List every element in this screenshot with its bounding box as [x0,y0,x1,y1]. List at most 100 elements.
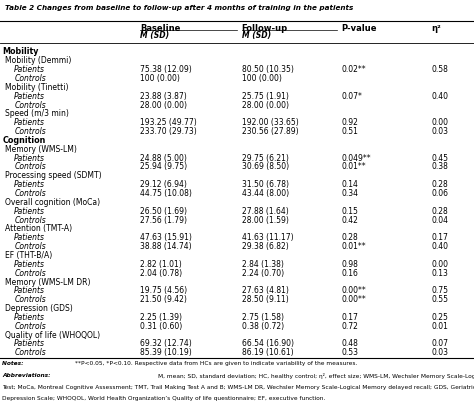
Text: 0.17: 0.17 [341,313,358,322]
Text: 0.34: 0.34 [341,189,358,198]
Text: 28.00 (0.00): 28.00 (0.00) [242,100,289,109]
Text: M (SD): M (SD) [242,31,271,40]
Text: Patients: Patients [14,92,45,101]
Text: 38.88 (14.74): 38.88 (14.74) [140,242,191,251]
Text: 66.54 (16.90): 66.54 (16.90) [242,339,294,349]
Text: 44.75 (10.08): 44.75 (10.08) [140,189,191,198]
Text: 0.13: 0.13 [431,269,448,278]
Text: 31.50 (6.78): 31.50 (6.78) [242,180,289,189]
Text: 25.75 (1.91): 25.75 (1.91) [242,92,289,101]
Text: Quality of life (WHOQOL): Quality of life (WHOQOL) [5,331,100,339]
Text: 86.19 (10.61): 86.19 (10.61) [242,348,293,357]
Text: 69.32 (12.74): 69.32 (12.74) [140,339,191,349]
Text: 100 (0.00): 100 (0.00) [242,74,282,83]
Text: 26.50 (1.69): 26.50 (1.69) [140,207,187,216]
Text: Depression (GDS): Depression (GDS) [5,304,73,313]
Text: 0.00: 0.00 [431,260,448,269]
Text: 0.07: 0.07 [431,339,448,349]
Text: 28.00 (1.59): 28.00 (1.59) [242,216,289,225]
Text: Controls: Controls [14,216,46,225]
Text: 0.049**: 0.049** [341,154,371,163]
Text: 0.48: 0.48 [341,339,358,349]
Text: 230.56 (27.89): 230.56 (27.89) [242,127,298,136]
Text: 29.75 (6.21): 29.75 (6.21) [242,154,289,163]
Text: 0.00**: 0.00** [341,295,366,304]
Text: 0.40: 0.40 [431,92,448,101]
Text: Test; MoCa, Montreal Cognitive Assessment; TMT, Trail Making Test A and B; WMS-L: Test; MoCa, Montreal Cognitive Assessmen… [2,385,474,389]
Text: 29.38 (6.82): 29.38 (6.82) [242,242,289,251]
Text: Patients: Patients [14,207,45,216]
Text: 0.45: 0.45 [431,154,448,163]
Text: Processing speed (SDMT): Processing speed (SDMT) [5,171,101,180]
Text: M (SD): M (SD) [140,31,169,40]
Text: Patients: Patients [14,65,45,74]
Text: 100 (0.00): 100 (0.00) [140,74,180,83]
Text: Controls: Controls [14,100,46,109]
Text: M, mean; SD, standard deviation; HC, healthy control; η², effect size; WMS-LM, W: M, mean; SD, standard deviation; HC, hea… [158,373,474,379]
Text: Controls: Controls [14,242,46,251]
Text: Controls: Controls [14,127,46,136]
Text: 2.04 (0.78): 2.04 (0.78) [140,269,182,278]
Text: Controls: Controls [14,269,46,278]
Text: Controls: Controls [14,348,46,357]
Text: 80.50 (10.35): 80.50 (10.35) [242,65,293,74]
Text: 0.38 (0.72): 0.38 (0.72) [242,322,284,331]
Text: 0.25: 0.25 [431,313,448,322]
Text: Cognition: Cognition [2,136,46,145]
Text: 0.28: 0.28 [431,180,448,189]
Text: Notes:: Notes: [2,361,26,366]
Text: 192.00 (33.65): 192.00 (33.65) [242,118,299,127]
Text: 0.72: 0.72 [341,322,358,331]
Text: Baseline: Baseline [140,24,180,33]
Text: 0.14: 0.14 [341,180,358,189]
Text: 0.00**: 0.00** [341,286,366,295]
Text: Speed (m/3 min): Speed (m/3 min) [5,109,69,119]
Text: 43.44 (8.00): 43.44 (8.00) [242,189,289,198]
Text: Controls: Controls [14,322,46,331]
Text: Depression Scale; WHOQOL, World Health Organization’s Quality of life questionna: Depression Scale; WHOQOL, World Health O… [2,396,326,401]
Text: 2.75 (1.58): 2.75 (1.58) [242,313,284,322]
Text: 233.70 (29.73): 233.70 (29.73) [140,127,197,136]
Text: Follow-up: Follow-up [242,24,288,33]
Text: 29.12 (6.94): 29.12 (6.94) [140,180,187,189]
Text: 193.25 (49.77): 193.25 (49.77) [140,118,197,127]
Text: 0.03: 0.03 [431,127,448,136]
Text: 0.01**: 0.01** [341,162,366,171]
Text: 0.53: 0.53 [341,348,358,357]
Text: Patients: Patients [14,180,45,189]
Text: 21.50 (9.42): 21.50 (9.42) [140,295,187,304]
Text: 0.03: 0.03 [431,348,448,357]
Text: 0.92: 0.92 [341,118,358,127]
Text: Patients: Patients [14,154,45,163]
Text: 2.82 (1.01): 2.82 (1.01) [140,260,182,269]
Text: Attention (TMT-A): Attention (TMT-A) [5,224,72,233]
Text: 47.63 (15.91): 47.63 (15.91) [140,233,191,242]
Text: Patients: Patients [14,233,45,242]
Text: 27.88 (1.64): 27.88 (1.64) [242,207,289,216]
Text: 0.15: 0.15 [341,207,358,216]
Text: 30.69 (8.50): 30.69 (8.50) [242,162,289,171]
Text: 0.38: 0.38 [431,162,448,171]
Text: 28.00 (0.00): 28.00 (0.00) [140,100,187,109]
Text: 85.39 (10.19): 85.39 (10.19) [140,348,191,357]
Text: 0.06: 0.06 [431,189,448,198]
Text: 0.28: 0.28 [341,233,358,242]
Text: 0.98: 0.98 [341,260,358,269]
Text: Abbreviations:: Abbreviations: [2,373,53,378]
Text: 0.01**: 0.01** [341,242,366,251]
Text: Patients: Patients [14,260,45,269]
Text: 27.63 (4.81): 27.63 (4.81) [242,286,289,295]
Text: 0.58: 0.58 [431,65,448,74]
Text: Mobility: Mobility [2,47,39,57]
Text: 0.51: 0.51 [341,127,358,136]
Text: 0.02**: 0.02** [341,65,366,74]
Text: EF (THT-B/A): EF (THT-B/A) [5,251,52,260]
Text: 19.75 (4.56): 19.75 (4.56) [140,286,187,295]
Text: Controls: Controls [14,189,46,198]
Text: **P<0.05, *P<0.10. Respective data from HCs are given to indicate variability of: **P<0.05, *P<0.10. Respective data from … [75,361,357,366]
Text: 2.25 (1.39): 2.25 (1.39) [140,313,182,322]
Text: 0.40: 0.40 [431,242,448,251]
Text: 0.00: 0.00 [431,118,448,127]
Text: Overall cognition (MoCa): Overall cognition (MoCa) [5,198,100,207]
Text: 2.24 (0.70): 2.24 (0.70) [242,269,284,278]
